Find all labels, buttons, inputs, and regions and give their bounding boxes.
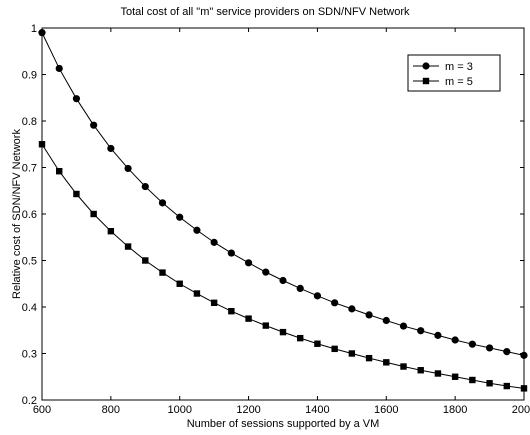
series-2-point <box>107 228 115 235</box>
series-2-point <box>348 350 356 357</box>
series-1-point <box>193 226 201 234</box>
series-1-point <box>124 164 132 173</box>
series-1-point <box>141 182 149 191</box>
series-1-point <box>176 213 184 221</box>
series-1-point <box>485 344 494 352</box>
series-2-point <box>520 385 528 392</box>
series-1-point <box>38 29 46 37</box>
x-tick-label: 1200 <box>236 404 260 416</box>
series-1-point <box>244 259 253 267</box>
chart-title: Total cost of all "m" service providers … <box>120 6 410 18</box>
y-tick-label: 0.3 <box>22 349 37 361</box>
series-2-point <box>469 376 476 384</box>
series-2-point <box>142 257 149 264</box>
y-tick-label: 0.4 <box>22 302 37 314</box>
x-tick-label: 1000 <box>167 404 191 416</box>
series-1-point <box>296 284 304 292</box>
series-1-point <box>348 305 356 313</box>
legend-series-2-label: m = 5 <box>445 76 473 88</box>
series-2-point <box>245 315 252 322</box>
series-1-point <box>227 249 235 257</box>
series-1-point <box>158 199 167 207</box>
series-1-point <box>210 238 218 246</box>
y-tick-label: 0.9 <box>22 70 37 82</box>
series-1-point <box>262 268 270 276</box>
series-2 <box>38 141 528 392</box>
series-2-point <box>434 370 442 377</box>
series-2-point <box>228 307 235 315</box>
x-tick-label: 800 <box>102 404 120 416</box>
series-2-point <box>38 141 46 148</box>
series-1-point <box>468 340 476 348</box>
series-layer <box>38 29 528 392</box>
legend-box <box>407 54 501 92</box>
y-tick-label: 0.5 <box>22 256 37 268</box>
series-1-point <box>365 311 373 319</box>
y-tick-label: 1 <box>31 23 37 35</box>
series-2-point <box>451 373 459 380</box>
legend-series-2-point <box>422 77 430 85</box>
series-2-point <box>193 290 201 297</box>
series-2-point <box>417 367 424 374</box>
x-tick-label: 1600 <box>374 404 398 416</box>
series-2-point <box>314 340 321 347</box>
series-2-point <box>279 328 287 336</box>
y-tick-label: 0.7 <box>22 163 37 175</box>
series-2-point <box>331 345 338 353</box>
series-1-point <box>90 121 98 129</box>
series-2-point <box>124 243 132 250</box>
series-1-point <box>107 144 115 153</box>
x-axis-label: Number of sessions supported by a VM <box>187 418 380 430</box>
series-2-point <box>210 299 218 307</box>
series-1-point <box>451 336 459 344</box>
series-2-point <box>365 354 373 362</box>
series-2-point <box>383 359 390 366</box>
series-2-point <box>176 280 183 287</box>
series-2-point <box>159 269 166 276</box>
legend: m = 3 m = 5 <box>407 54 501 92</box>
series-1 <box>38 29 528 359</box>
series-2-point <box>262 322 269 329</box>
series-1-point <box>72 95 81 103</box>
series-1-point <box>279 276 287 285</box>
series-1-point <box>503 348 511 356</box>
series-1-point <box>55 64 63 73</box>
series-1-point <box>417 327 425 335</box>
series-1-point <box>313 292 322 300</box>
series-1-point <box>399 322 408 330</box>
legend-series-1-point <box>422 62 430 70</box>
legend-series-1-label: m = 3 <box>445 61 473 73</box>
series-1-point <box>331 299 339 307</box>
y-tick-label: 0.2 <box>22 395 37 407</box>
series-1-point <box>382 316 390 325</box>
series-2-point <box>73 190 80 198</box>
series-2-point <box>90 210 97 218</box>
series-2-point <box>56 168 63 175</box>
y-tick-label: 0.8 <box>22 116 37 128</box>
x-tick-label: 1800 <box>443 404 467 416</box>
series-2-point <box>503 382 510 390</box>
series-1-point <box>520 351 528 359</box>
series-2-point <box>297 334 304 342</box>
series-1-point <box>434 331 442 339</box>
series-2-point <box>400 363 407 370</box>
x-tick-label: 600 <box>33 404 51 416</box>
series-2-point <box>486 380 493 387</box>
x-tick-label: 1400 <box>305 404 329 416</box>
y-tick-label: 0.6 <box>22 209 37 221</box>
y-axis-label: Relative cost of SDN/NFV Network <box>11 129 23 299</box>
